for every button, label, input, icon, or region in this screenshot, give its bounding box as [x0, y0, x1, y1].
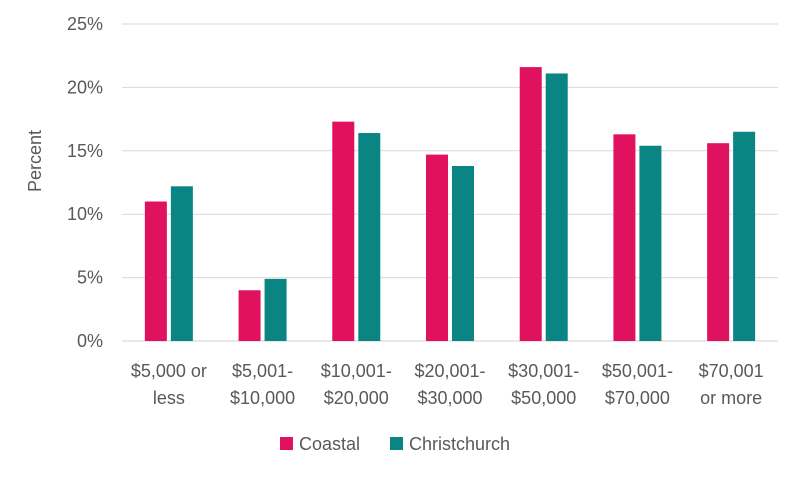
legend-label-coastal: Coastal — [299, 434, 360, 454]
y-tick-label: 0% — [77, 331, 103, 351]
x-axis-labels: $5,000 or less $5,001- $10,000 $10,001- $20,0… — [131, 361, 764, 408]
bar-christchurch — [545, 73, 568, 342]
x-tick-label: or more — [700, 388, 762, 408]
bar-coastal — [426, 154, 448, 341]
x-tick-label: $30,000 — [417, 388, 482, 408]
legend: Coastal Christchurch — [280, 434, 510, 454]
bar-christchurch — [170, 186, 193, 341]
y-tick-label: 15% — [67, 141, 103, 161]
y-tick-label: 25% — [67, 14, 103, 34]
bar-coastal — [519, 67, 542, 341]
x-tick-label: $70,001 — [699, 361, 764, 381]
y-axis-ticks: 0% 5% 10% 15% 20% 25% — [67, 14, 103, 351]
y-axis-title: Percent — [25, 130, 45, 192]
x-tick-label: $10,000 — [230, 388, 295, 408]
y-tick-label: 5% — [77, 268, 103, 288]
bar-coastal — [707, 143, 730, 341]
x-tick-label: $50,000 — [511, 388, 576, 408]
x-tick-label: $20,001- — [414, 361, 485, 381]
bar-christchurch — [264, 278, 287, 341]
x-tick-label: $30,001- — [508, 361, 579, 381]
bar-christchurch — [639, 145, 662, 341]
gridlines — [122, 23, 778, 342]
bar-christchurch — [733, 131, 756, 341]
bar-coastal — [332, 121, 355, 341]
y-tick-label: 20% — [67, 77, 103, 97]
bars — [144, 67, 756, 342]
x-tick-label: $50,001- — [602, 361, 673, 381]
bar-coastal — [144, 201, 167, 341]
x-tick-label: $10,001- — [321, 361, 392, 381]
x-tick-label: $5,001- — [232, 361, 293, 381]
x-tick-label: $20,000 — [324, 388, 389, 408]
bar-christchurch — [358, 133, 381, 341]
legend-swatch-coastal — [280, 437, 293, 450]
legend-label-christchurch: Christchurch — [409, 434, 510, 454]
x-tick-label: less — [153, 388, 185, 408]
x-tick-label: $70,000 — [605, 388, 670, 408]
bar-coastal — [238, 290, 261, 341]
bar-coastal — [613, 134, 636, 341]
y-tick-label: 10% — [67, 204, 103, 224]
bar-christchurch — [452, 166, 474, 341]
legend-swatch-christchurch — [390, 437, 403, 450]
x-tick-label: $5,000 or — [131, 361, 207, 381]
